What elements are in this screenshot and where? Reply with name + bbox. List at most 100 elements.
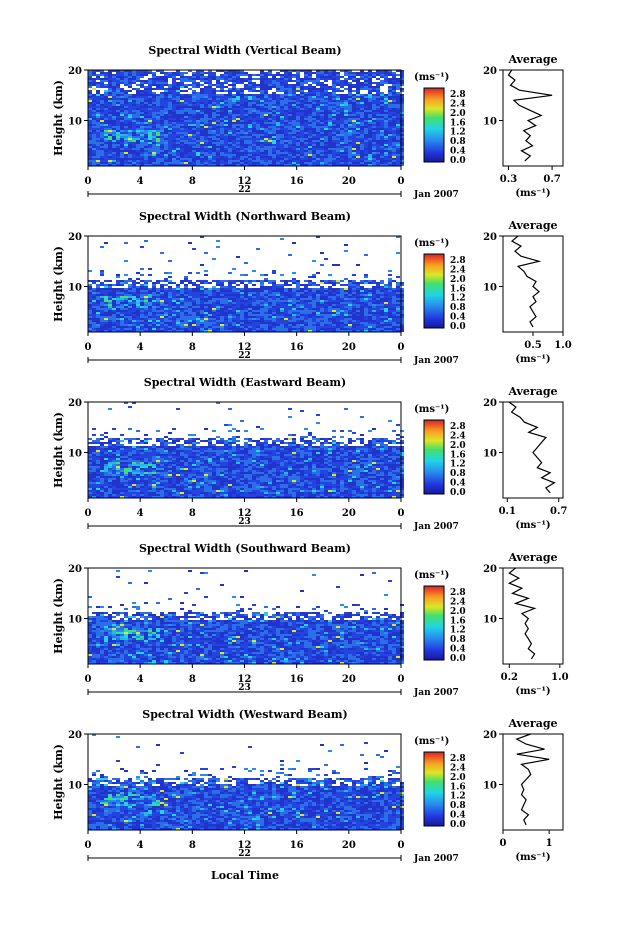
heatmap-cell [228, 72, 232, 74]
heatmap-cell [204, 130, 208, 132]
heatmap-cell [372, 120, 376, 122]
heatmap-cell [376, 88, 380, 90]
heatmap-cell [132, 312, 136, 314]
heatmap-cell [104, 92, 108, 94]
heatmap-cell [244, 136, 248, 138]
heatmap-cell [284, 302, 288, 304]
heatmap-cell [340, 302, 344, 304]
heatmap-cell [120, 76, 124, 78]
heatmap-cell [300, 316, 304, 318]
heatmap-cell [324, 92, 328, 94]
heatmap-cell [324, 94, 328, 96]
heatmap-cell [320, 112, 324, 114]
heatmap-cell [104, 96, 108, 98]
heatmap-cell [248, 102, 252, 104]
heatmap-cell [116, 88, 120, 90]
heatmap-cell [324, 100, 328, 102]
heatmap-cell [368, 152, 372, 154]
heatmap-cell [240, 322, 244, 324]
heatmap-cell [300, 152, 304, 154]
heatmap-cell [264, 104, 268, 106]
heatmap-cell [364, 146, 368, 148]
heatmap-cell [304, 136, 308, 138]
heatmap-cell [272, 326, 276, 328]
heatmap-cell [148, 78, 152, 80]
heatmap-cell [372, 164, 376, 166]
heatmap-cell [104, 300, 108, 302]
heatmap-cell [224, 310, 228, 312]
heatmap-cell [160, 84, 164, 86]
heatmap-cell [336, 120, 340, 122]
heatmap-cell [396, 316, 400, 318]
heatmap-cell [176, 94, 180, 96]
heatmap-cell [368, 318, 372, 320]
heatmap-cell [300, 98, 304, 100]
heatmap-cell [156, 306, 160, 308]
heatmap-cell [296, 152, 300, 154]
heatmap-cell [108, 300, 112, 302]
heatmap-cell [356, 106, 360, 108]
heatmap-cell [100, 114, 104, 116]
heatmap-cell [216, 324, 220, 326]
heatmap-cell [316, 134, 320, 136]
heatmap-cell [184, 330, 188, 332]
heatmap-cell [280, 136, 284, 138]
heatmap-cell [212, 122, 216, 124]
heatmap-cell [156, 316, 160, 318]
heatmap-cell [256, 108, 260, 110]
heatmap-cell [212, 138, 216, 140]
heatmap-cell [376, 102, 380, 104]
heatmap-cell [92, 138, 96, 140]
heatmap-cell [276, 144, 280, 146]
heatmap-cell [240, 138, 244, 140]
heatmap-cell [136, 94, 140, 96]
heatmap-cell [332, 114, 336, 116]
heatmap-cell [396, 326, 400, 328]
heatmap-cell [292, 146, 296, 148]
heatmap-cell [184, 80, 188, 82]
heatmap-cell [168, 138, 172, 140]
heatmap-cell [276, 150, 280, 152]
heatmap-cell [176, 322, 180, 324]
heatmap-cell [332, 112, 336, 114]
heatmap-cell [372, 96, 376, 98]
heatmap-cell [124, 132, 128, 134]
heatmap-cell [208, 138, 212, 140]
heatmap-cell [396, 78, 400, 80]
heatmap-cell [140, 156, 144, 158]
heatmap-cell [276, 126, 280, 128]
heatmap-cell [108, 108, 112, 110]
heatmap-cell [188, 134, 192, 136]
heatmap-cell [252, 160, 256, 162]
heatmap-cell [348, 104, 352, 106]
heatmap-cell [248, 158, 252, 160]
heatmap-cell [200, 138, 204, 140]
heatmap-cell [216, 110, 220, 112]
heatmap-cell [288, 86, 292, 88]
heatmap-cell [128, 94, 132, 96]
heatmap-cell [384, 76, 388, 78]
heatmap-cell [88, 82, 92, 84]
heatmap-cell [172, 164, 176, 166]
heatmap-cell [348, 158, 352, 160]
heatmap-cell [344, 106, 348, 108]
heatmap-cell [352, 84, 356, 86]
heatmap-cell [284, 162, 288, 164]
heatmap-cell [208, 94, 212, 96]
heatmap-cell [300, 302, 304, 304]
heatmap-cell [200, 326, 204, 328]
heatmap-cell [188, 308, 192, 310]
heatmap-cell [232, 122, 236, 124]
heatmap-cell [316, 96, 320, 98]
heatmap-cell [140, 302, 144, 304]
heatmap-cell [172, 118, 176, 120]
heatmap-cell [280, 118, 284, 120]
heatmap-cell [108, 76, 112, 78]
heatmap-cell [380, 322, 384, 324]
heatmap-cell [368, 324, 372, 326]
heatmap-cell [260, 162, 264, 164]
heatmap-cell [192, 312, 196, 314]
heatmap-cell [136, 306, 140, 308]
heatmap-cell [236, 328, 240, 330]
heatmap-cell [392, 310, 396, 312]
